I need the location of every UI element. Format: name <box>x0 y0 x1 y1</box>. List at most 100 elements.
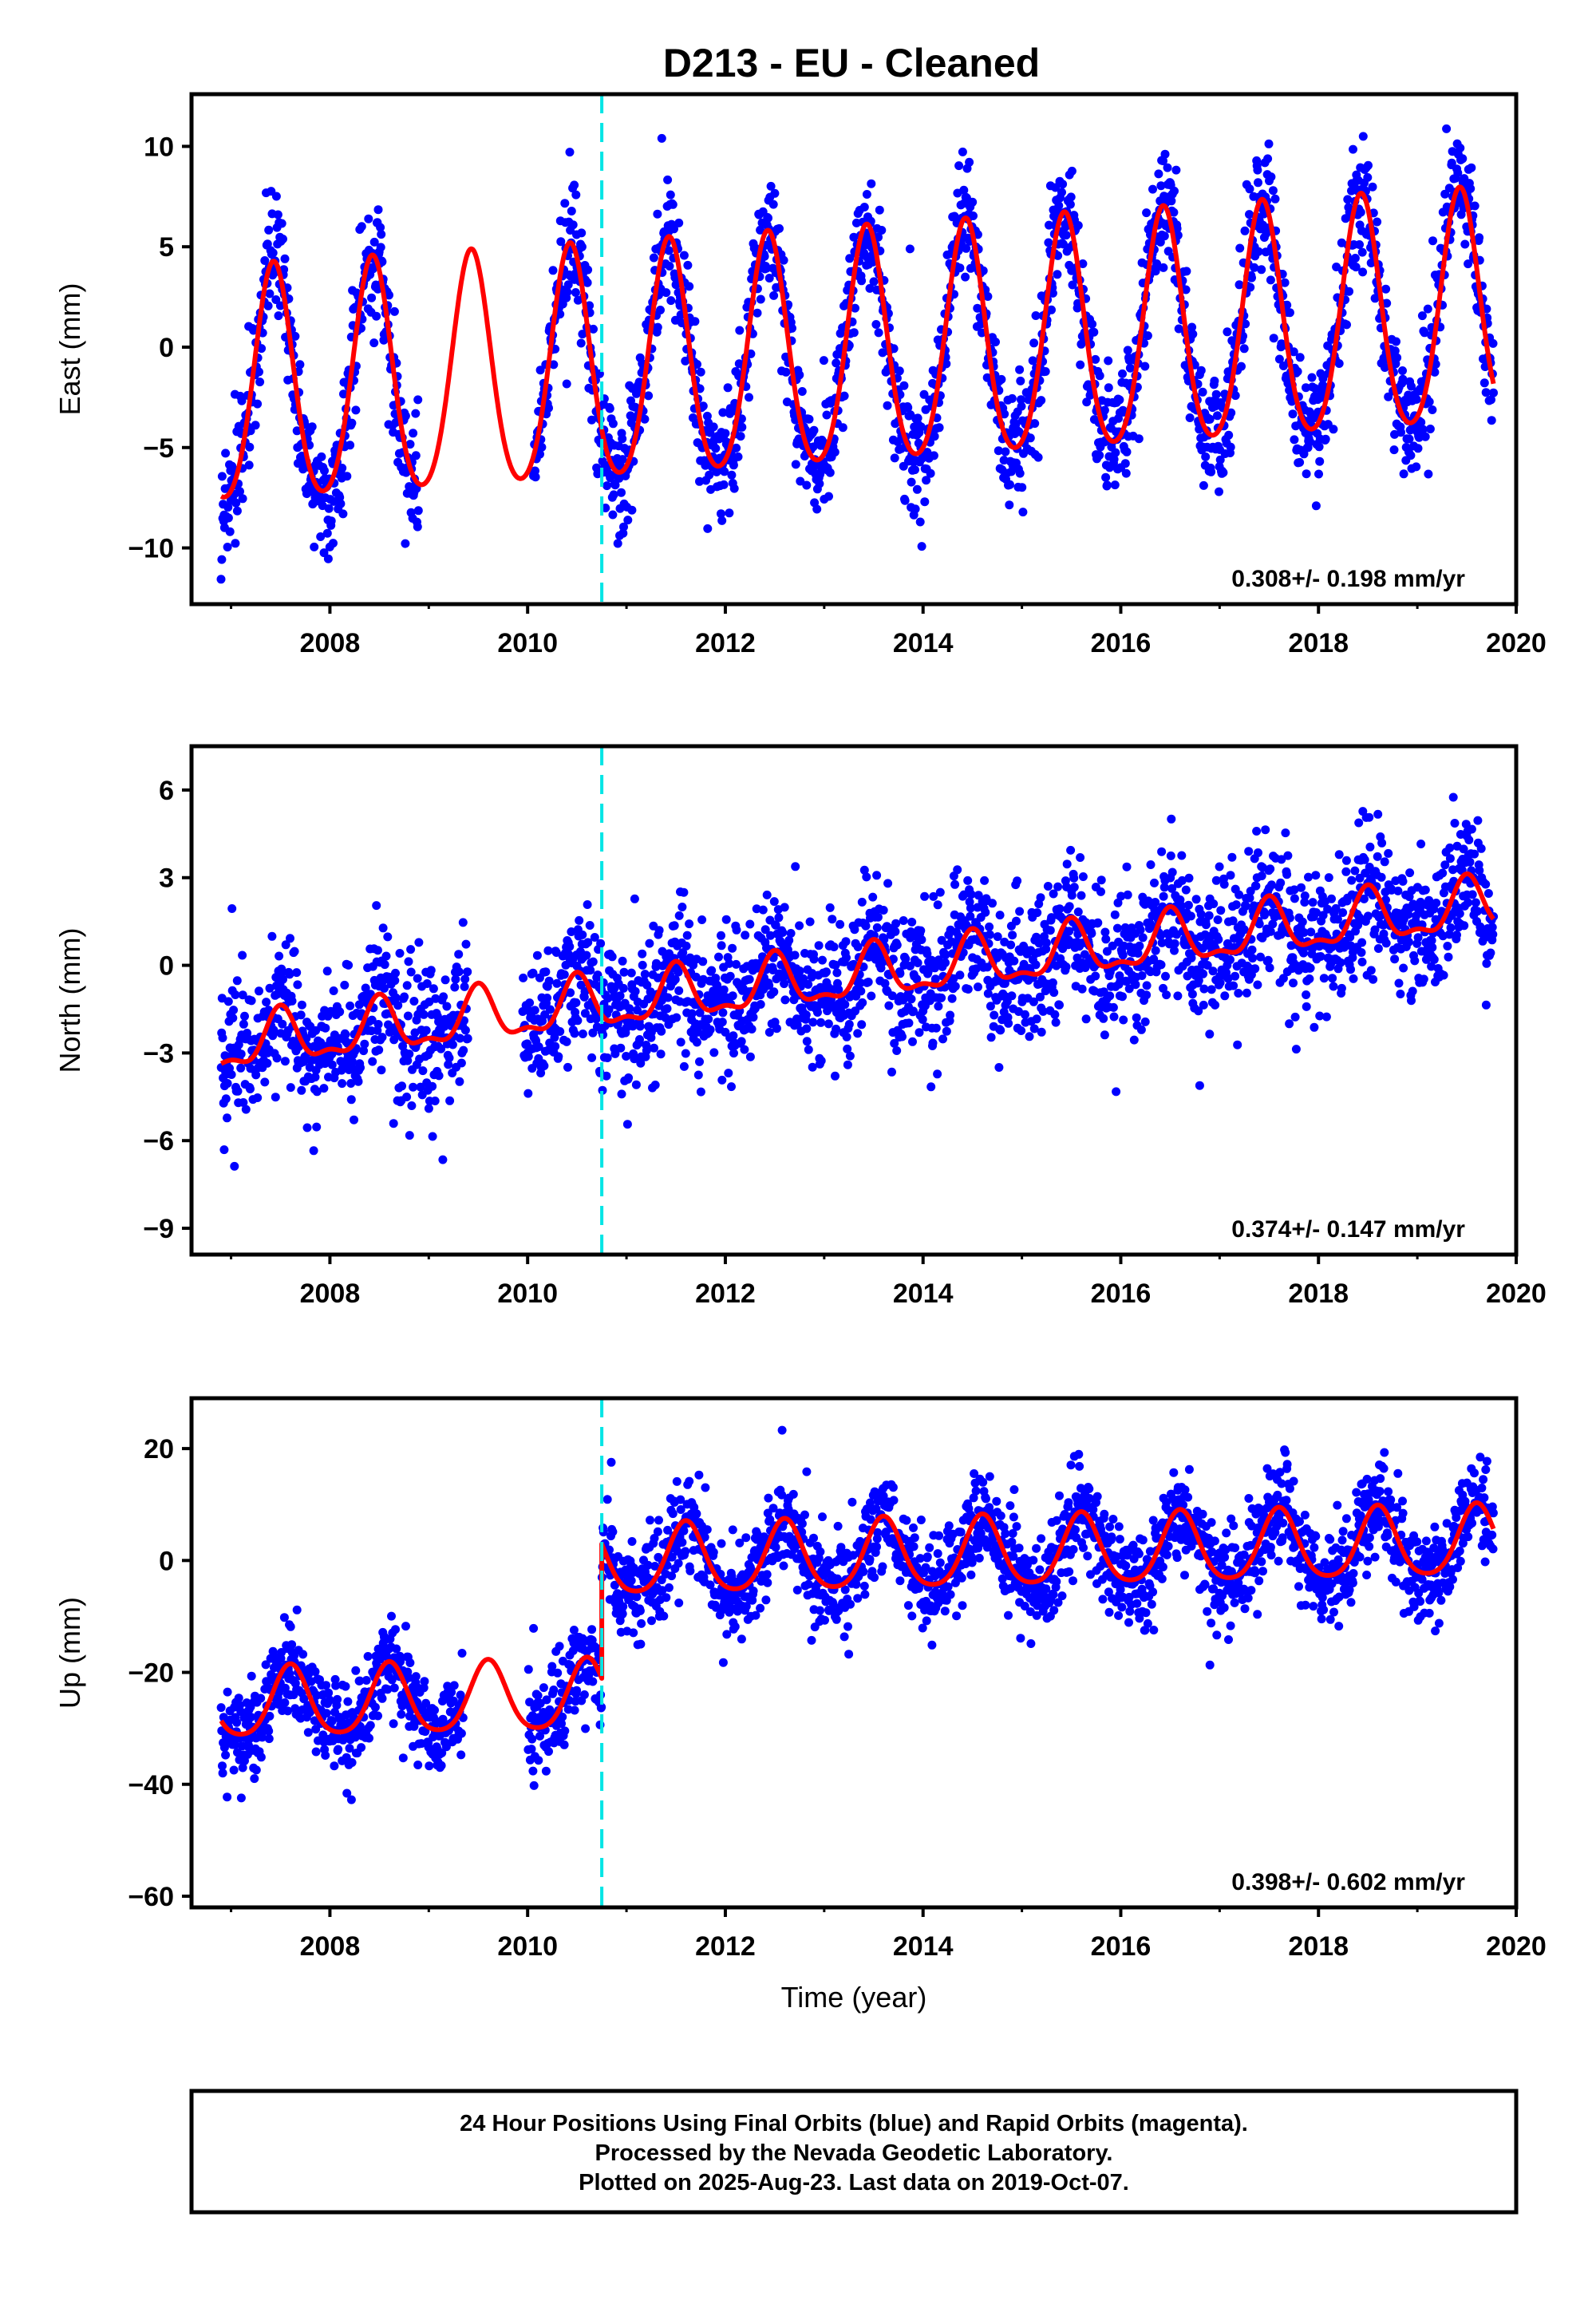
data-point <box>1365 812 1374 822</box>
data-point <box>1357 948 1366 957</box>
data-point <box>1470 849 1479 859</box>
data-point <box>1096 875 1106 885</box>
data-point <box>604 1005 614 1014</box>
data-point <box>780 995 790 1005</box>
data-point <box>1030 419 1040 429</box>
data-point <box>1321 434 1330 444</box>
data-point <box>1216 906 1226 915</box>
data-point <box>1121 468 1131 478</box>
data-point <box>705 1025 715 1034</box>
data-point <box>1213 411 1222 421</box>
data-point <box>608 419 618 429</box>
data-point <box>1381 939 1391 948</box>
data-point <box>329 539 338 548</box>
data-point <box>616 1043 626 1053</box>
data-point <box>991 338 1000 346</box>
data-point <box>1146 860 1156 869</box>
data-point <box>1308 898 1317 907</box>
data-point <box>1459 844 1468 854</box>
data-point <box>1363 172 1373 182</box>
data-point <box>863 978 873 986</box>
data-point <box>1244 847 1254 856</box>
data-point <box>271 192 281 201</box>
data-point <box>550 1033 559 1042</box>
data-point <box>1455 909 1464 919</box>
data-point <box>255 367 263 377</box>
data-point <box>1398 366 1407 375</box>
data-point <box>253 1093 263 1102</box>
data-point <box>832 1024 841 1034</box>
data-point <box>1445 843 1455 852</box>
data-point <box>1366 259 1376 267</box>
data-point <box>900 496 910 505</box>
data-point <box>1290 885 1299 895</box>
data-point <box>1223 327 1232 337</box>
data-point <box>905 244 915 254</box>
data-point <box>1015 907 1025 916</box>
data-point <box>1263 955 1273 965</box>
data-point <box>1045 926 1055 935</box>
data-point <box>1290 1012 1300 1022</box>
data-point <box>1466 184 1476 193</box>
data-point <box>1420 328 1429 338</box>
data-point <box>663 993 673 1002</box>
data-point <box>1444 930 1454 939</box>
data-point <box>627 505 637 515</box>
data-point <box>393 1001 403 1010</box>
data-point <box>535 449 544 459</box>
data-point <box>1266 275 1275 285</box>
data-point <box>1088 319 1097 329</box>
data-point <box>565 942 575 951</box>
data-point <box>690 317 700 326</box>
data-point <box>321 1023 330 1033</box>
data-point <box>1156 181 1166 191</box>
data-point <box>583 938 593 947</box>
data-point <box>768 200 778 209</box>
data-point <box>582 951 591 960</box>
data-point <box>653 209 662 219</box>
data-point <box>602 1053 612 1062</box>
data-point <box>535 366 545 375</box>
data-point <box>1118 992 1127 1002</box>
data-point <box>859 203 869 211</box>
data-point <box>310 1073 320 1082</box>
data-point <box>255 377 265 387</box>
data-point <box>656 1049 666 1059</box>
data-point <box>1304 872 1313 882</box>
data-point <box>1310 1022 1319 1032</box>
data-point <box>263 301 273 310</box>
data-point <box>323 554 333 563</box>
data-point <box>413 974 422 983</box>
data-point <box>842 953 851 962</box>
data-point <box>1476 844 1486 853</box>
data-point <box>1006 940 1016 950</box>
data-point <box>340 980 350 990</box>
data-point <box>711 974 721 983</box>
data-point <box>1233 1040 1242 1049</box>
data-point <box>784 935 794 945</box>
data-point <box>578 1030 587 1038</box>
data-point <box>790 951 800 960</box>
data-point <box>1142 208 1152 218</box>
data-point <box>281 940 290 950</box>
data-point <box>704 1014 713 1024</box>
data-point <box>804 414 814 424</box>
data-point <box>239 1098 248 1107</box>
x-tick-label: 2014 <box>893 1279 954 1309</box>
data-point <box>958 147 967 156</box>
data-point <box>1487 416 1496 425</box>
data-point <box>1013 876 1022 886</box>
data-point <box>1173 991 1183 1001</box>
data-point <box>1353 920 1363 930</box>
data-point <box>809 425 819 435</box>
data-point <box>624 1073 634 1082</box>
data-point <box>338 464 347 472</box>
data-point <box>678 903 687 911</box>
data-point <box>364 214 373 223</box>
data-point <box>267 931 277 941</box>
data-point <box>681 356 690 366</box>
data-point <box>711 444 721 453</box>
data-point <box>1406 451 1416 460</box>
data-point <box>1241 901 1250 911</box>
